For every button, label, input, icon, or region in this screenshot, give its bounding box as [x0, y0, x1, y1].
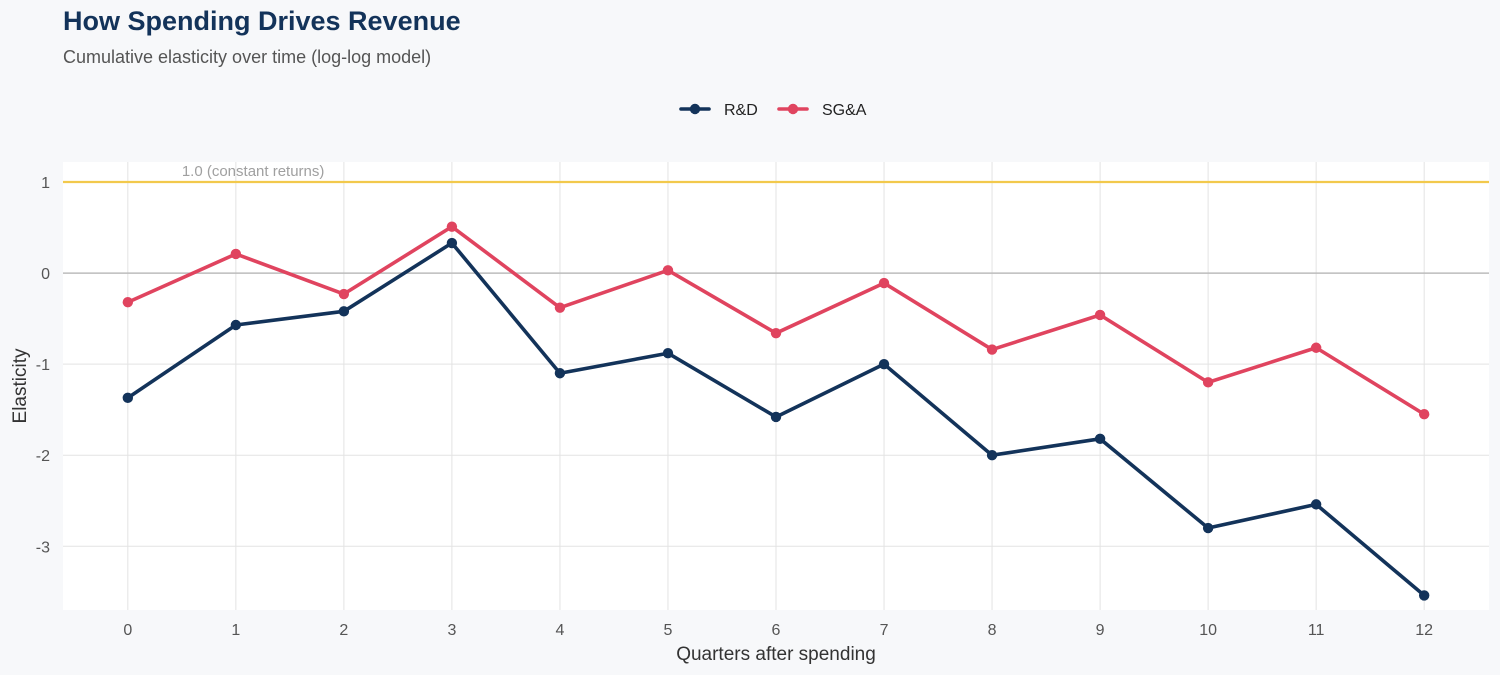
data-point — [446, 221, 458, 232]
x-tick-label: 5 — [664, 622, 673, 639]
x-tick-label: 8 — [988, 622, 997, 639]
data-point — [230, 248, 242, 260]
x-tick-label: 9 — [1096, 622, 1105, 639]
reference-line-label: 1.0 (constant returns) — [182, 163, 325, 180]
data-point — [1310, 499, 1322, 510]
data-point — [1094, 309, 1106, 321]
data-point — [554, 302, 566, 313]
x-tick-label: 11 — [1308, 622, 1325, 639]
data-point — [662, 265, 674, 276]
data-point — [1202, 522, 1214, 534]
x-axis-title: Quarters after spending — [676, 644, 876, 665]
legend-label: SG&A — [822, 102, 867, 119]
x-tick-label: 2 — [339, 622, 348, 639]
y-tick-label: 1 — [41, 175, 50, 192]
data-point — [986, 450, 998, 461]
x-axis-ticks: 0 1 2 3 4 5 6 7 8 9 10 11 12 — [123, 622, 1433, 639]
data-point — [230, 319, 242, 331]
y-tick-label: 0 — [41, 266, 50, 283]
data-point — [662, 348, 674, 359]
data-point — [878, 277, 890, 289]
x-tick-label: 1 — [231, 622, 240, 639]
legend-swatch-point — [787, 103, 799, 115]
data-point — [338, 288, 350, 300]
reference-lines: 1.0 (constant returns) — [63, 163, 1489, 274]
data-point — [770, 327, 782, 339]
data-point — [770, 411, 782, 423]
y-tick-label: -1 — [36, 357, 50, 374]
data-point — [338, 306, 350, 317]
data-point — [1310, 342, 1322, 353]
y-tick-label: -2 — [36, 448, 50, 465]
legend: R&D SG&A — [679, 102, 867, 119]
data-point — [1418, 409, 1430, 420]
x-tick-label: 7 — [880, 622, 889, 639]
data-point — [122, 392, 134, 404]
legend-label: R&D — [724, 102, 758, 119]
data-point — [986, 344, 998, 355]
data-point — [1202, 377, 1214, 388]
x-tick-label: 3 — [447, 622, 456, 639]
chart-subtitle: Cumulative elasticity over time (log-log… — [63, 47, 432, 67]
y-axis-ticks: 1 0 -1 -2 -3 — [36, 175, 50, 556]
data-point — [878, 358, 890, 370]
x-tick-label: 12 — [1415, 622, 1433, 639]
data-point — [1094, 433, 1106, 445]
y-axis-title: Elasticity — [10, 348, 31, 423]
data-point — [1418, 590, 1430, 601]
x-tick-label: 6 — [772, 622, 781, 639]
x-tick-label: 10 — [1199, 622, 1217, 639]
series-layer — [122, 221, 1430, 601]
data-point — [122, 297, 134, 308]
y-tick-label: -3 — [36, 539, 50, 556]
data-point — [446, 237, 458, 249]
x-tick-label: 0 — [123, 622, 132, 639]
legend-swatch-point — [689, 103, 701, 115]
data-point — [554, 368, 566, 379]
x-tick-label: 4 — [555, 622, 564, 639]
chart-title: How Spending Drives Revenue — [63, 6, 461, 36]
